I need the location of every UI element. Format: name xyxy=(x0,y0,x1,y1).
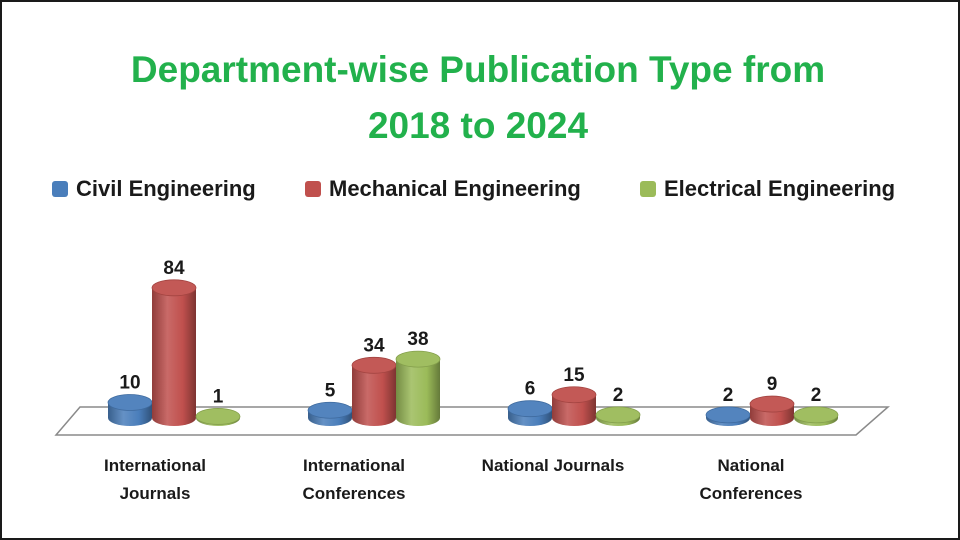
bar-civil-engineering-3 xyxy=(705,406,751,426)
data-label: 2 xyxy=(613,385,624,406)
category-label-line: International xyxy=(103,456,206,475)
category-label: National Conferences xyxy=(666,452,836,508)
chart-bars xyxy=(107,279,839,426)
category-label: International Conferences xyxy=(269,452,439,508)
data-label: 15 xyxy=(563,365,585,386)
data-label: 34 xyxy=(363,335,385,356)
legend-label-mechanical: Mechanical Engineering xyxy=(329,176,581,201)
bar-mechanical-engineering-0 xyxy=(151,279,197,426)
data-label: 2 xyxy=(723,385,734,406)
legend-label-civil: Civil Engineering xyxy=(76,176,256,201)
legend-swatch-civil xyxy=(52,181,68,197)
bar-electrical-engineering-2 xyxy=(595,406,641,426)
chart-title: Department-wise Publication Type from 20… xyxy=(0,42,956,154)
data-label: 9 xyxy=(767,374,778,395)
data-label: 10 xyxy=(119,373,140,394)
category-label: National Journals xyxy=(468,452,638,480)
bar-electrical-engineering-3 xyxy=(793,406,839,426)
category-label: International Journals xyxy=(70,452,240,508)
data-label: 84 xyxy=(163,258,185,279)
category-label-line: National Journals xyxy=(481,456,625,475)
legend-item-electrical-engineering: Electrical Engineering xyxy=(640,174,895,204)
category-label-line: Conferences xyxy=(699,484,803,503)
chart-title-line-2: 2018 to 2024 xyxy=(367,105,589,146)
legend-item-civil-engineering: Civil Engineering xyxy=(52,174,256,204)
data-label: 38 xyxy=(407,329,428,350)
category-label-line: International xyxy=(302,456,405,475)
bar-mechanical-engineering-3 xyxy=(749,395,795,426)
category-label-line: Conferences xyxy=(302,484,406,503)
legend-swatch-mechanical xyxy=(305,181,321,197)
data-label: 5 xyxy=(325,380,336,401)
legend-label-electrical: Electrical Engineering xyxy=(664,176,896,201)
data-label: 2 xyxy=(811,385,822,406)
bar-civil-engineering-0 xyxy=(107,394,153,426)
chart-legend: Civil Engineering Mechanical Engineering… xyxy=(0,174,956,204)
data-label: 6 xyxy=(525,379,536,400)
bar-electrical-engineering-1 xyxy=(395,350,441,426)
data-label: 1 xyxy=(213,386,224,407)
chart-title-line-1: Department-wise Publication Type from xyxy=(130,49,826,90)
category-label-line: Journals xyxy=(119,484,191,503)
bar-mechanical-engineering-2 xyxy=(551,386,597,426)
legend-swatch-electrical xyxy=(640,181,656,197)
legend-item-mechanical-engineering: Mechanical Engineering xyxy=(305,174,581,204)
category-label-line: National xyxy=(717,456,785,475)
bar-mechanical-engineering-1 xyxy=(351,356,397,426)
bar-electrical-engineering-0 xyxy=(195,408,241,426)
bar-civil-engineering-1 xyxy=(307,401,353,426)
bar-civil-engineering-2 xyxy=(507,400,553,426)
